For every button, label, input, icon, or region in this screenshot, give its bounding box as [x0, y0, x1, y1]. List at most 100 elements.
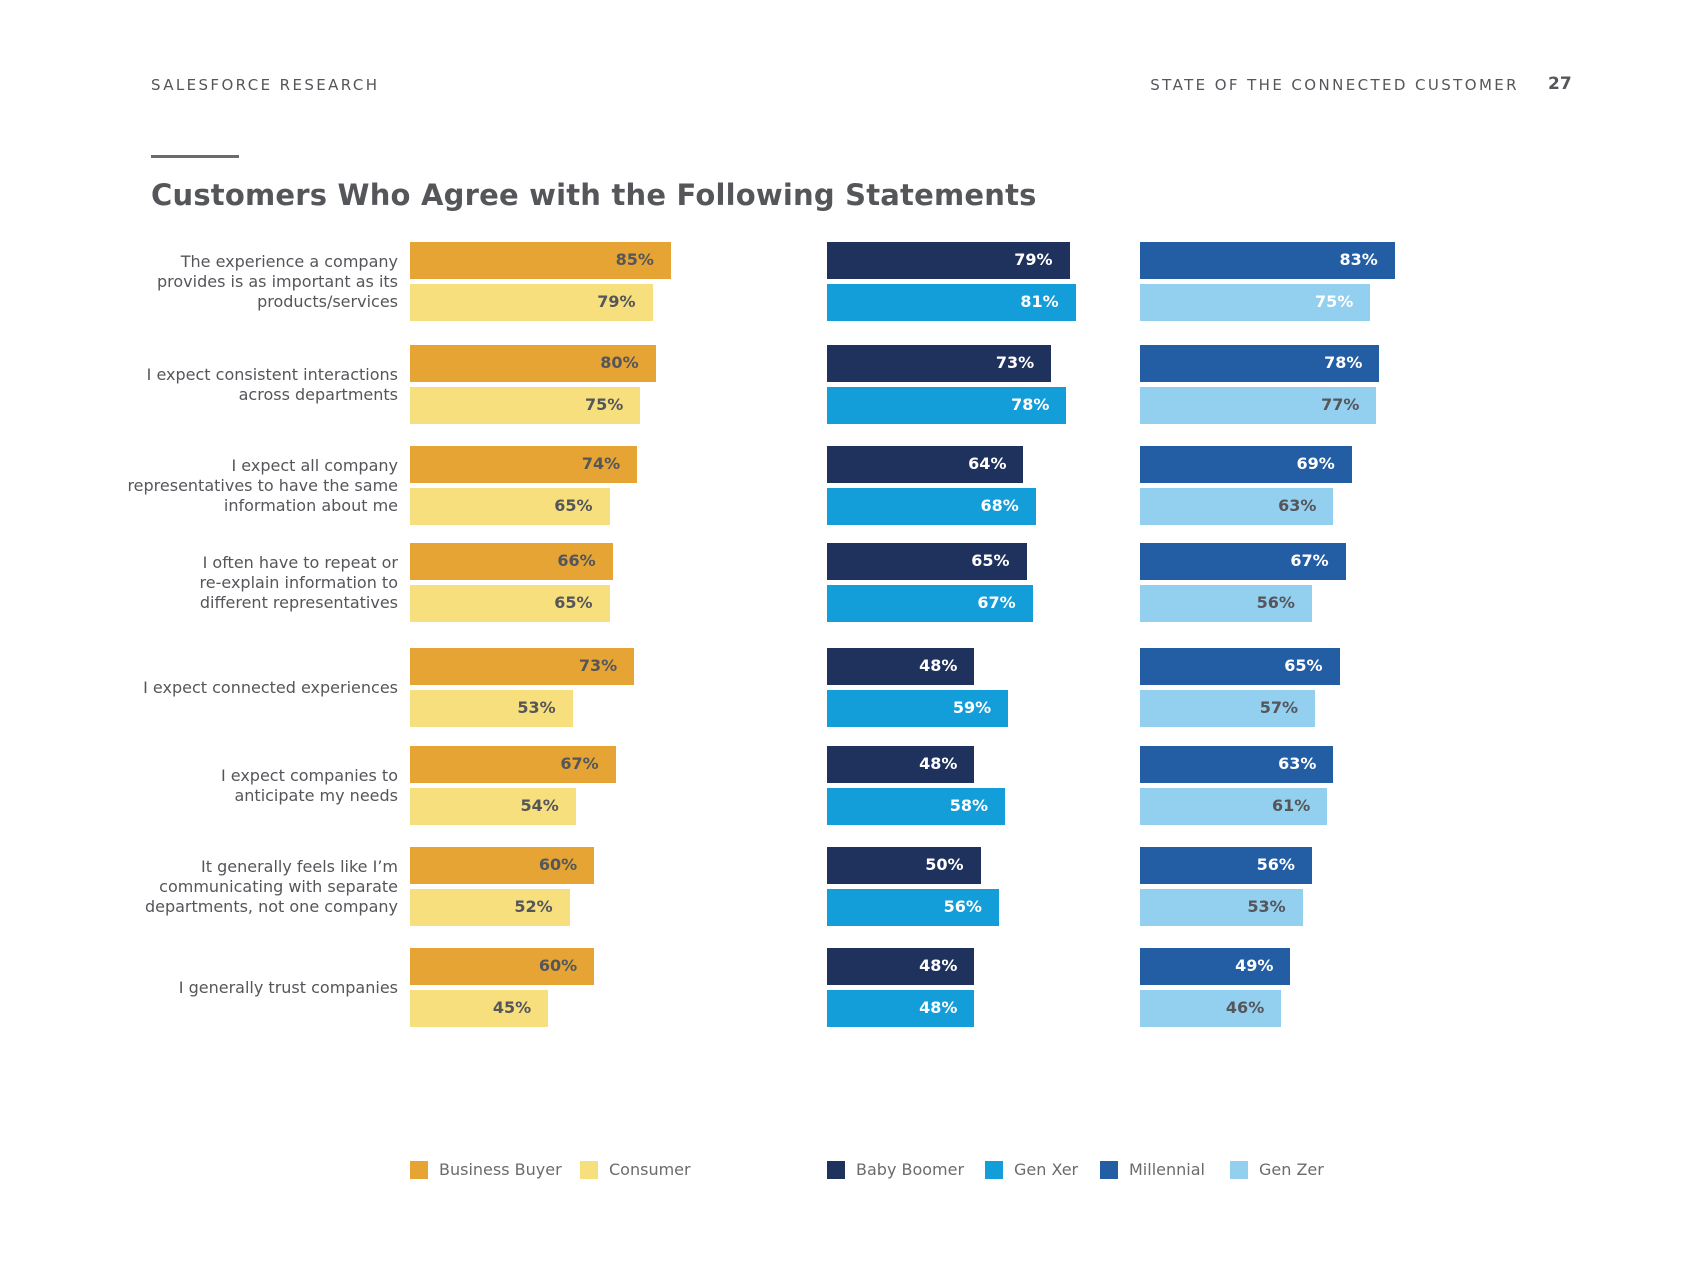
- bar-value-label: 75%: [1314, 292, 1354, 311]
- bar-value-label: 56%: [943, 897, 982, 916]
- bar-value-label: 75%: [584, 395, 624, 414]
- bar-value-label: 74%: [581, 454, 621, 473]
- bar-value-label: 65%: [1284, 656, 1323, 675]
- bar-baby-boomer: [827, 746, 975, 783]
- legend-swatch-icon: [1100, 1160, 1118, 1179]
- bar-value-label: 81%: [1020, 292, 1059, 311]
- bar-consumer: [410, 788, 576, 825]
- bar-value-label: 60%: [538, 855, 578, 874]
- bar-business-buyer: [410, 242, 671, 279]
- statement-label: The experience a company provides is as i…: [98, 252, 398, 312]
- bar-baby-boomer: [827, 543, 1027, 580]
- bar-gen-xer: [827, 690, 1009, 727]
- bar-baby-boomer: [827, 242, 1070, 279]
- bar-value-label: 79%: [1014, 250, 1053, 269]
- bar-consumer: [410, 585, 610, 622]
- legend-item: Baby Boomer: [827, 1160, 964, 1179]
- bar-gen-xer: [827, 788, 1006, 825]
- bar-value-label: 69%: [1296, 454, 1335, 473]
- bar-gen-zer: [1140, 889, 1303, 926]
- bar-baby-boomer: [827, 648, 975, 685]
- bar-value-label: 79%: [597, 292, 636, 311]
- statement-label-line: I generally trust companies: [178, 977, 398, 997]
- legend-item: Gen Xer: [985, 1160, 1078, 1179]
- bar-value-label: 67%: [1290, 551, 1329, 570]
- bar-value-label: 63%: [1278, 496, 1317, 515]
- statement-label-line: products/services: [257, 291, 398, 311]
- bar-value-label: 49%: [1235, 956, 1274, 975]
- bar-consumer: [410, 690, 573, 727]
- bar-millennial: [1140, 746, 1334, 783]
- statement-label: I expect all company representatives to h…: [98, 456, 398, 516]
- statement-label-line: different representatives: [199, 592, 398, 612]
- legend-item: Business Buyer: [410, 1160, 562, 1179]
- statement-label-line: re-explain information to: [199, 572, 398, 592]
- bar-consumer: [410, 889, 570, 926]
- bar-value-label: 64%: [968, 454, 1007, 473]
- bar-gen-zer: [1140, 284, 1371, 321]
- statement-label-line: I expect all company: [231, 455, 398, 475]
- bar-gen-xer: [827, 387, 1067, 424]
- bar-millennial: [1140, 948, 1291, 985]
- statement-label-line: I expect consistent interactions: [146, 364, 398, 384]
- statement-label: I expect consistent interactions across d…: [98, 365, 398, 405]
- legend-swatch-icon: [827, 1160, 845, 1179]
- bar-value-label: 52%: [514, 897, 553, 916]
- statement-label-line: representatives to have the same: [127, 475, 398, 495]
- bar-business-buyer: [410, 847, 595, 884]
- statement-label-line: communicating with separate: [159, 876, 398, 896]
- bar-millennial: [1140, 543, 1346, 580]
- bar-value-label: 68%: [980, 496, 1019, 515]
- bar-value-label: 60%: [538, 956, 578, 975]
- bar-value-label: 65%: [971, 551, 1010, 570]
- statement-label: I expect connected experiences: [98, 678, 398, 698]
- legend-label: Millennial: [1129, 1160, 1205, 1179]
- legend-label: Gen Zer: [1259, 1160, 1324, 1179]
- bar-millennial: [1140, 847, 1312, 884]
- statement-label: It generally feels like I’m communicating…: [98, 857, 398, 917]
- bar-gen-zer: [1140, 585, 1312, 622]
- bar-value-label: 53%: [1247, 897, 1286, 916]
- bar-value-label: 48%: [919, 656, 958, 675]
- bar-value-label: 59%: [952, 698, 992, 717]
- statement-label-line: It generally feels like I’m: [201, 856, 398, 876]
- bar-business-buyer: [410, 648, 635, 685]
- statement-label-line: provides is as important as its: [156, 271, 398, 291]
- bar-millennial: [1140, 648, 1340, 685]
- legend-item: Consumer: [580, 1160, 691, 1179]
- legend-swatch-icon: [410, 1160, 428, 1179]
- bar-gen-xer: [827, 889, 999, 926]
- bar-value-label: 78%: [1011, 395, 1050, 414]
- legend-label: Consumer: [609, 1160, 691, 1179]
- bar-value-label: 53%: [517, 698, 556, 717]
- statement-label: I often have to repeat or re-explain info…: [98, 553, 398, 613]
- legend-swatch-icon: [580, 1160, 598, 1179]
- bar-value-label: 67%: [560, 754, 599, 773]
- bar-value-label: 67%: [977, 593, 1016, 612]
- bar-value-label: 57%: [1259, 698, 1298, 717]
- statement-label-line: departments, not one company: [144, 896, 398, 916]
- bar-value-label: 48%: [919, 998, 958, 1017]
- bar-consumer: [410, 488, 610, 525]
- statement-label-line: I expect companies to: [220, 765, 398, 785]
- bar-business-buyer: [410, 345, 656, 382]
- statement-label-line: information about me: [223, 495, 398, 515]
- bar-value-label: 48%: [919, 754, 958, 773]
- bar-value-label: 63%: [1278, 754, 1317, 773]
- bar-gen-xer: [827, 488, 1036, 525]
- bar-value-label: 58%: [949, 796, 989, 815]
- legend-item: Millennial: [1100, 1160, 1205, 1179]
- statement-label-line: anticipate my needs: [234, 785, 398, 805]
- bar-gen-xer: [827, 990, 975, 1027]
- bar-gen-xer: [827, 284, 1076, 321]
- bar-value-label: 45%: [492, 998, 532, 1017]
- bar-consumer: [410, 387, 641, 424]
- statement-label: I expect companies to anticipate my needs: [98, 766, 398, 806]
- statement-label-line: I often have to repeat or: [202, 552, 398, 572]
- bar-business-buyer: [410, 948, 595, 985]
- bar-gen-zer: [1140, 387, 1377, 424]
- bar-millennial: [1140, 242, 1395, 279]
- bar-value-label: 65%: [554, 496, 593, 515]
- legend-swatch-icon: [985, 1160, 1003, 1179]
